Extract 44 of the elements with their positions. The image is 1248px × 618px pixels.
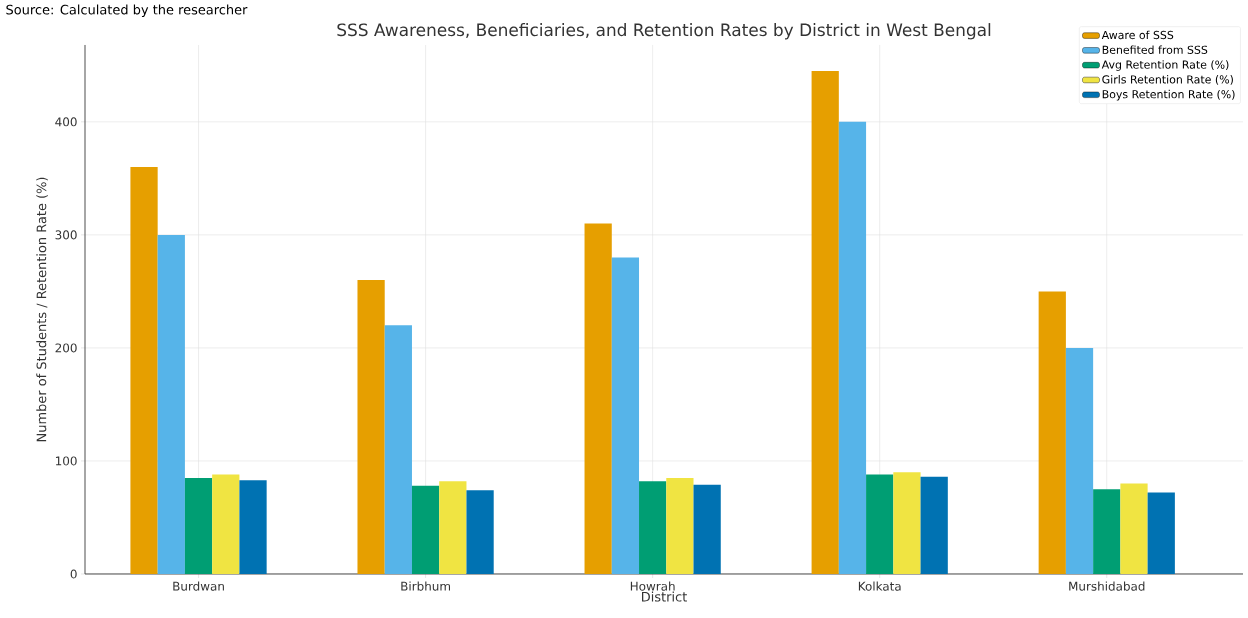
bar — [466, 490, 494, 574]
x-tick-label: Murshidabad — [1069, 581, 1145, 591]
y-tick-label: 200 — [55, 343, 77, 353]
bar — [666, 477, 694, 574]
bar — [838, 121, 867, 574]
bar — [357, 280, 385, 574]
bar — [866, 474, 894, 574]
x-tick-label: Kolkata — [858, 581, 901, 591]
bar — [611, 257, 640, 574]
x-tick-label: Birbhum — [401, 581, 450, 591]
bar — [1147, 492, 1175, 574]
bar — [384, 325, 412, 574]
y-tick-label: 100 — [55, 456, 77, 466]
bar — [693, 484, 721, 574]
x-tick-label: Howrah — [630, 581, 675, 591]
bar — [130, 167, 158, 574]
bar — [239, 480, 267, 574]
legend-label: Aware of SSS — [1101, 30, 1174, 40]
bar — [893, 472, 921, 574]
legend-label: Benefited from SSS — [1102, 45, 1208, 54]
bar — [920, 476, 948, 574]
source-note: Source: Calculated by the researcher — [6, 4, 248, 18]
bar — [212, 474, 240, 574]
bar — [584, 223, 612, 574]
y-axis-title: Number of Students / Retention Rate (%) — [36, 177, 48, 442]
bar — [811, 70, 839, 574]
y-tick-label: 0 — [70, 569, 77, 579]
legend-label: Boys Retention Rate (%) — [1102, 89, 1235, 101]
bar — [1065, 347, 1094, 574]
bar — [1093, 489, 1121, 574]
bar — [184, 477, 213, 574]
y-tick-label: 300 — [55, 230, 77, 240]
bar — [639, 481, 667, 574]
legend-label: Avg Retention Rate (%) — [1101, 60, 1229, 71]
bar — [1038, 291, 1066, 574]
x-tick-label: Burdwan — [173, 581, 224, 591]
chart-title: SSS Awareness, Beneficiaries, and Retention Rates by District in West Bengal — [337, 23, 991, 40]
y-tick-label: 400 — [55, 117, 77, 127]
bar — [411, 485, 440, 574]
bar — [439, 481, 467, 574]
x-axis-title: District — [642, 591, 687, 602]
legend-label: Girls Retention Rate (%) — [1102, 75, 1233, 85]
bar — [157, 234, 185, 574]
bar — [1120, 483, 1148, 574]
